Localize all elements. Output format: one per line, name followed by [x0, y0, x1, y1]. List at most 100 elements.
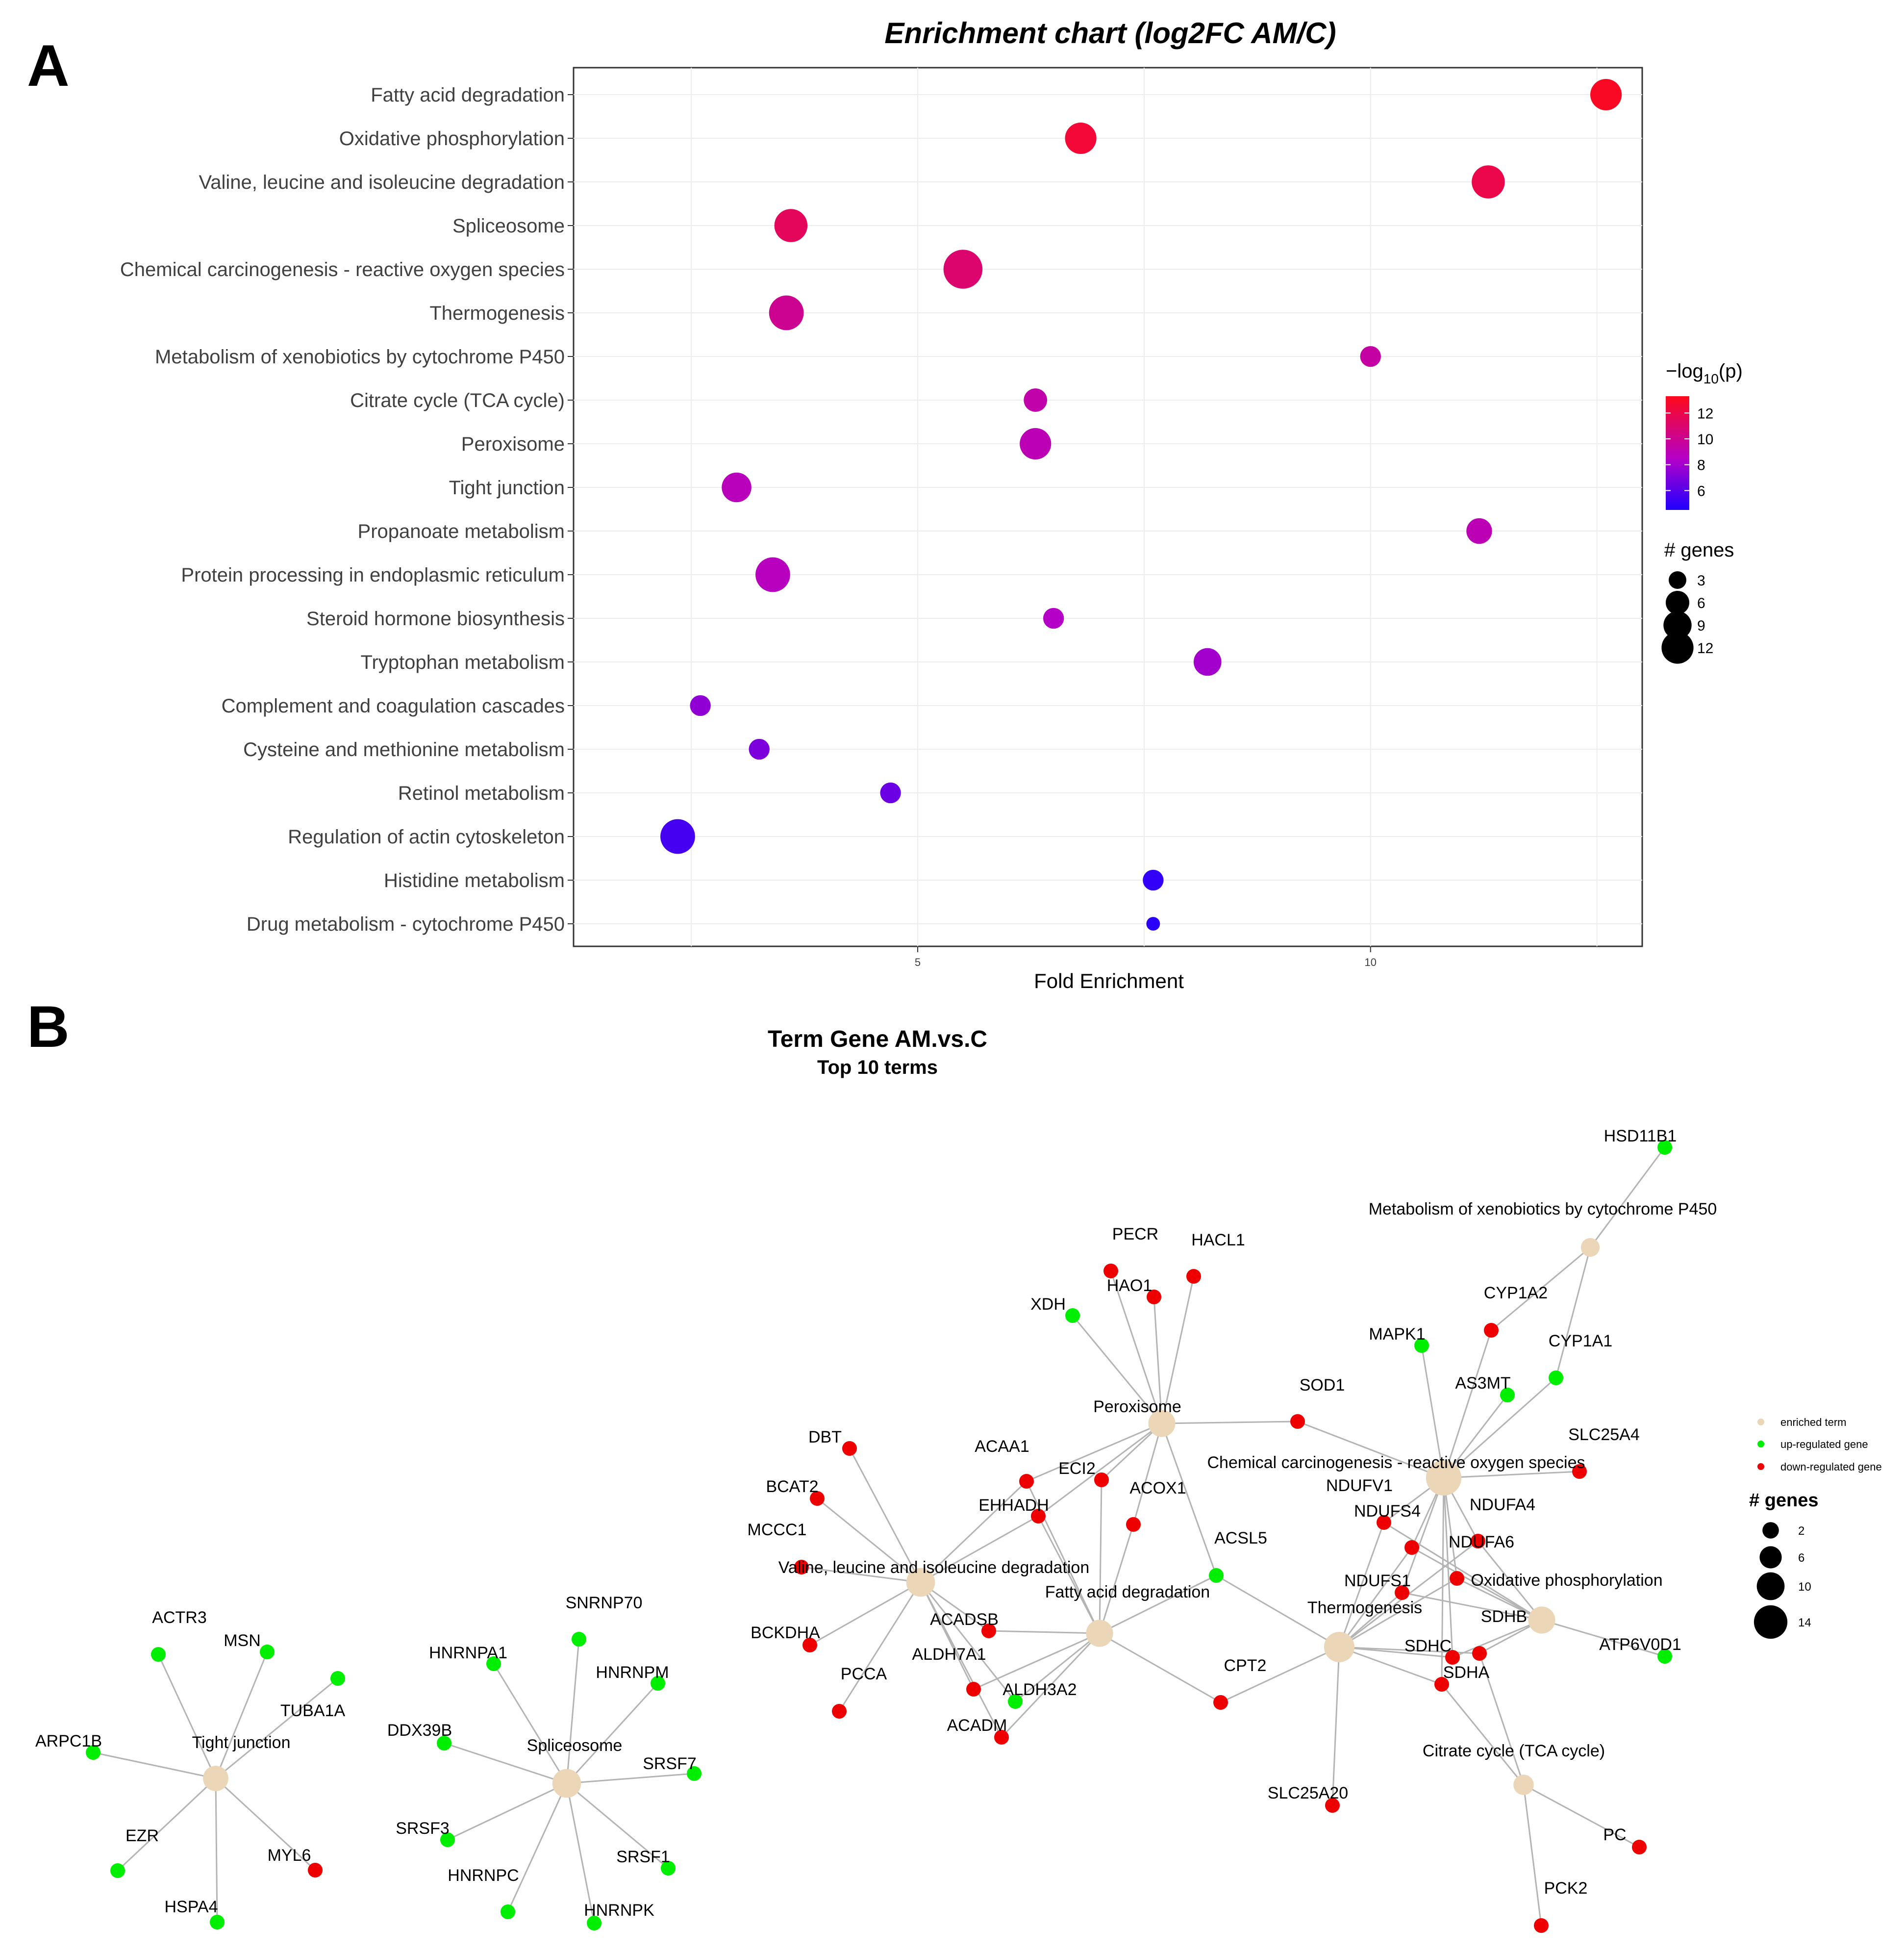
edge-oxidative-phosphorylation-ndufa6: [1456, 1577, 1542, 1621]
node-label-hspa4: HSPA4: [165, 1898, 218, 1916]
node-label-hnrnpa1: HNRNPA1: [429, 1644, 507, 1662]
point-steroid-hormone-biosynthesis: [1043, 608, 1064, 629]
gene-node-myl6: [308, 1863, 323, 1877]
size-legend-label-12: 12: [1697, 640, 1713, 657]
edge-metabolism-of-xenobiotics-by-cytochrome-p450-cyp1a2: [1491, 1246, 1591, 1331]
point-peroxisome: [1020, 428, 1052, 460]
node-label-cpt2: CPT2: [1224, 1656, 1267, 1675]
node-label-tight-junction: Tight junction: [192, 1733, 291, 1752]
edge-tight-junction-tuba1a: [215, 1677, 338, 1779]
gene-node-acadsb: [981, 1623, 996, 1638]
gene-node-ehhadh: [1031, 1509, 1046, 1523]
gene-node-atp6v0d1: [1657, 1649, 1672, 1664]
node-label-myl6: MYL6: [268, 1846, 311, 1865]
edge-tight-junction-myl6: [215, 1777, 316, 1871]
y-label-drug-metabolism-cytochrome-p450: Drug metabolism - cytochrome P450: [247, 913, 565, 935]
edge-peroxisome-ehhadh: [1038, 1422, 1162, 1517]
node-label-acox1: ACOX1: [1129, 1479, 1186, 1497]
edge-chemical-carcinogenesis-reactive-oxygen-species-sdha: [1441, 1477, 1445, 1685]
network-subtitle: Top 10 terms: [817, 1057, 938, 1078]
node-label-sod1: SOD1: [1300, 1376, 1345, 1395]
y-label-complement-and-coagulation-cascades: Complement and coagulation cascades: [222, 695, 565, 717]
edge-fatty-acid-degradation-acadm: [1001, 1632, 1101, 1738]
node-label-pc: PC: [1603, 1826, 1626, 1844]
gene-node-slc25a4: [1572, 1464, 1587, 1479]
edge-fatty-acid-degradation-eci2: [1099, 1479, 1102, 1634]
point-chemical-carcinogenesis-reactive-oxygen-species: [943, 250, 983, 289]
edge-spliceosome-hnrnpm: [566, 1682, 659, 1784]
term-node-tight-junction: [203, 1766, 228, 1791]
y-label-citrate-cycle-tca-cycle: Citrate cycle (TCA cycle): [350, 390, 565, 411]
node-label-aldh7a1: ALDH7A1: [912, 1645, 986, 1664]
gene-node-hsd11b1: [1657, 1140, 1672, 1155]
node-label-sdha: SDHA: [1443, 1663, 1490, 1682]
edge-chemical-carcinogenesis-reactive-oxygen-species-ndufs1: [1401, 1477, 1445, 1593]
network-nodes: [86, 1140, 1672, 1933]
node-label-slc25a20: SLC25A20: [1268, 1784, 1348, 1802]
size-legend: # genes 3 6 9 12: [1661, 539, 1734, 664]
node-label-ndufv1: NDUFV1: [1326, 1476, 1393, 1495]
term-node-metabolism-of-xenobiotics-by-cytochrome-p450: [1580, 1238, 1600, 1257]
panel-label-b: B: [27, 994, 70, 1060]
point-histidine-metabolism: [1143, 869, 1164, 891]
node-label-acsl5: ACSL5: [1214, 1529, 1267, 1547]
gene-node-slc25a20: [1325, 1798, 1340, 1813]
point-valine-leucine-and-isoleucine-degradation: [1472, 165, 1505, 199]
gene-node-ndufv1: [1377, 1515, 1391, 1530]
x-tick-label-5: 5: [915, 956, 921, 968]
y-label-oxidative-phosphorylation: Oxidative phosphorylation: [339, 128, 565, 150]
edge-oxidative-phosphorylation-ndufs4: [1411, 1547, 1542, 1621]
gene-node-srsf3: [440, 1832, 455, 1847]
edge-tight-junction-hspa4: [215, 1778, 218, 1923]
x-axis-title: Fold Enrichment: [1034, 969, 1184, 992]
edge-fatty-acid-degradation-acadsb: [988, 1630, 1100, 1634]
edge-fatty-acid-degradation-cpt2: [1099, 1632, 1221, 1703]
gene-node-mccc1: [794, 1560, 809, 1574]
y-label-fatty-acid-degradation: Fatty acid degradation: [371, 84, 565, 106]
edge-valine-leucine-and-isoleucine-degradation-aldh3a2: [920, 1582, 1016, 1702]
node-label-metabolism-of-xenobiotics-by-cytochrome-p450: Metabolism of xenobiotics by cytochrome …: [1369, 1200, 1717, 1218]
term-node-valine-leucine-and-isoleucine-degradation: [906, 1568, 935, 1597]
edge-oxidative-phosphorylation-ndufv1: [1383, 1522, 1542, 1621]
gene-node-hnrnpc: [501, 1904, 515, 1919]
node-label-ndufa6: NDUFA6: [1449, 1533, 1514, 1551]
size-legend-label-3: 3: [1697, 573, 1705, 589]
node-label-bckdha: BCKDHA: [751, 1623, 820, 1642]
node-label-srsf3: SRSF3: [396, 1819, 450, 1838]
gene-node-pck2: [1534, 1918, 1549, 1933]
node-label-arpc1b: ARPC1B: [35, 1732, 102, 1750]
node-label-citrate-cycle-tca-cycle: Citrate cycle (TCA cycle): [1423, 1742, 1605, 1760]
gene-node-ndufs1: [1395, 1585, 1409, 1600]
edge-spliceosome-srsf1: [566, 1782, 669, 1869]
gene-node-hacl1: [1186, 1269, 1201, 1284]
gene-node-tuba1a: [330, 1671, 345, 1686]
edge-thermogenesis-acsl5: [1216, 1574, 1340, 1648]
legend-up-regulated: up-regulated gene: [1780, 1438, 1868, 1450]
node-label-ndufa4: NDUFA4: [1470, 1496, 1535, 1514]
edge-chemical-carcinogenesis-reactive-oxygen-species-slc25a4: [1443, 1471, 1580, 1479]
node-label-chemical-carcinogenesis-reactive-oxygen-species: Chemical carcinogenesis - reactive oxyge…: [1207, 1453, 1585, 1472]
node-label-eci2: ECI2: [1058, 1459, 1096, 1478]
edge-thermogenesis-ndufv1: [1338, 1522, 1385, 1648]
point-tryptophan-metabolism: [1193, 648, 1222, 676]
node-label-xdh: XDH: [1030, 1295, 1066, 1314]
legend-enriched-term: enriched term: [1780, 1416, 1847, 1428]
y-label-cysteine-and-methionine-metabolism: Cysteine and methionine metabolism: [243, 739, 565, 761]
node-label-mapk1: MAPK1: [1369, 1325, 1425, 1344]
node-label-aldh3a2: ALDH3A2: [1002, 1680, 1077, 1699]
gene-node-msn: [260, 1645, 275, 1659]
edge-spliceosome-hnrnpc: [507, 1783, 568, 1912]
size-legend-dot-9: [1663, 611, 1692, 639]
term-node-peroxisome: [1148, 1410, 1176, 1437]
term-node-oxidative-phosphorylation: [1528, 1606, 1555, 1634]
edge-valine-leucine-and-isoleucine-degradation-dbt: [849, 1448, 922, 1583]
size-legend-items: 3 6 9 12: [1661, 571, 1713, 664]
node-label-tuba1a: TUBA1A: [280, 1701, 346, 1720]
edge-peroxisome-hao1: [1153, 1296, 1163, 1424]
node-label-peroxisome: Peroxisome: [1093, 1397, 1181, 1416]
node-label-hsd11b1: HSD11B1: [1604, 1127, 1677, 1145]
edge-spliceosome-hnrnpk: [566, 1783, 595, 1924]
point-tight-junction: [722, 472, 752, 503]
node-label-sdhc: SDHC: [1404, 1637, 1452, 1655]
gene-node-dbt: [842, 1441, 857, 1456]
